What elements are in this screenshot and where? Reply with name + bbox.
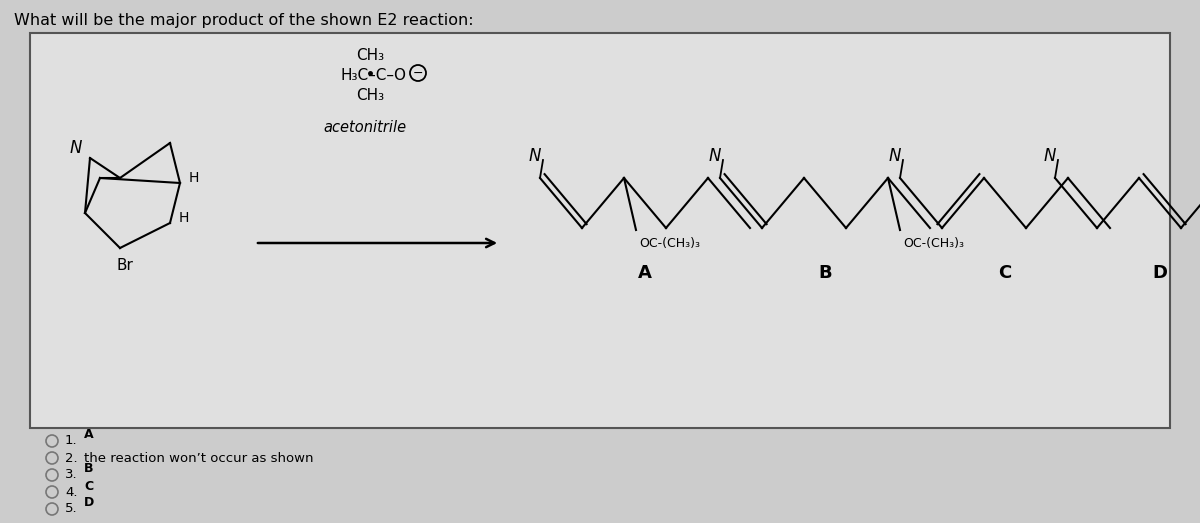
Text: D: D	[1152, 264, 1168, 282]
Text: 5.: 5.	[65, 503, 78, 516]
Text: B: B	[818, 264, 832, 282]
Text: CH₃: CH₃	[356, 48, 384, 63]
Text: 2.: 2.	[65, 451, 78, 464]
Text: −: −	[413, 66, 424, 79]
FancyBboxPatch shape	[30, 33, 1170, 428]
Text: A: A	[84, 428, 94, 441]
Text: 3.: 3.	[65, 469, 78, 482]
Text: N: N	[529, 147, 541, 165]
Text: C: C	[998, 264, 1012, 282]
Text: B: B	[84, 462, 94, 475]
Text: C: C	[84, 480, 94, 493]
Text: Br: Br	[116, 258, 133, 274]
Text: H: H	[179, 211, 190, 225]
Text: D: D	[84, 496, 95, 509]
Text: What will be the major product of the shown E2 reaction:: What will be the major product of the sh…	[14, 13, 474, 28]
Text: the reaction won’t occur as shown: the reaction won’t occur as shown	[84, 451, 313, 464]
Text: N: N	[889, 147, 901, 165]
Text: CH₃: CH₃	[356, 87, 384, 103]
Text: OC-(CH₃)₃: OC-(CH₃)₃	[640, 237, 700, 251]
Text: H₃C–C–O: H₃C–C–O	[340, 67, 406, 83]
Text: 1.: 1.	[65, 435, 78, 448]
Text: N: N	[709, 147, 721, 165]
Text: H: H	[188, 171, 199, 185]
Text: A: A	[638, 264, 652, 282]
Text: N: N	[70, 139, 82, 157]
Text: 4.: 4.	[65, 485, 78, 498]
Text: acetonitrile: acetonitrile	[324, 120, 407, 135]
Text: OC-(CH₃)₃: OC-(CH₃)₃	[904, 237, 964, 251]
Text: N: N	[1044, 147, 1056, 165]
